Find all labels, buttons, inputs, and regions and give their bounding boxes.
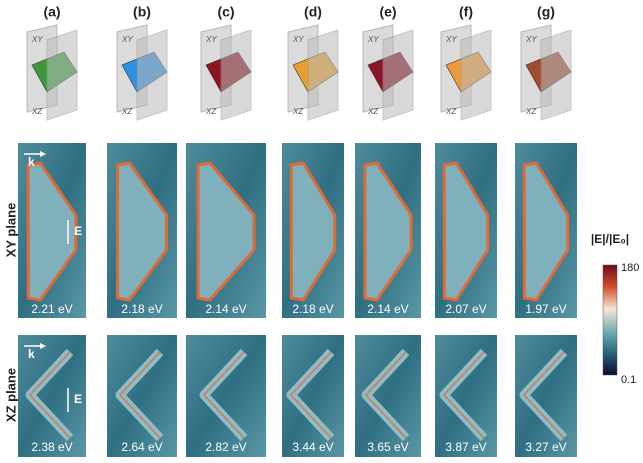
icon-label: XY <box>31 35 43 44</box>
energy-label: 2.38 eV <box>31 440 72 454</box>
panel-label: (c) <box>217 4 234 20</box>
colorbar-min: 0.1 <box>621 374 636 386</box>
icon-label: XZ <box>525 107 537 116</box>
particle-xz-edge <box>119 351 161 439</box>
energy-label: 2.64 eV <box>121 440 162 454</box>
energy-label: 2.18 eV <box>292 302 333 316</box>
k-arrow-head <box>40 151 46 157</box>
icon-plane <box>307 29 339 121</box>
icon-label: XZ <box>31 107 43 116</box>
icon-label: XY <box>292 35 304 44</box>
icon-label: XY <box>367 35 379 44</box>
icon-plane <box>540 29 572 121</box>
k-arrow-head <box>40 343 46 349</box>
particle-xy <box>289 161 337 302</box>
particle-xy <box>442 161 490 302</box>
energy-label: 2.07 eV <box>445 302 486 316</box>
colorbar-title: |E|/|E₀| <box>591 232 629 246</box>
panel-label: (g) <box>537 4 555 20</box>
particle-xz-edge <box>523 351 565 439</box>
field-map <box>186 335 266 457</box>
energy-label: 2.82 eV <box>205 440 246 454</box>
icon-label: XY <box>205 35 217 44</box>
e-label: E <box>74 392 82 406</box>
icon-label: XZ <box>445 107 457 116</box>
energy-label: 2.18 eV <box>121 302 162 316</box>
e-label: E <box>74 224 82 238</box>
colorbar <box>602 264 618 376</box>
icon-label: XZ <box>367 107 379 116</box>
row-label: XY plane <box>3 203 18 258</box>
icon-plane <box>220 29 252 121</box>
energy-label: 3.65 eV <box>367 440 408 454</box>
row-label: XZ plane <box>3 368 18 422</box>
particle-xy <box>116 161 168 302</box>
icon-label: XY <box>525 35 537 44</box>
k-label: k <box>28 155 35 169</box>
icon-plane <box>136 29 168 121</box>
particle-xz-edge <box>29 351 71 439</box>
particle-xz-edge <box>443 351 485 439</box>
panel-label: (e) <box>379 4 396 20</box>
energy-label: 3.27 eV <box>525 440 566 454</box>
energy-label: 2.14 eV <box>205 302 246 316</box>
icon-plane <box>382 29 414 121</box>
particle-xz-edge <box>365 351 407 439</box>
particle-xy <box>522 161 570 302</box>
energy-label: 2.21 eV <box>31 302 72 316</box>
energy-label: 1.97 eV <box>525 302 566 316</box>
colorbar-max: 180 <box>621 262 639 274</box>
icon-label: XY <box>121 35 133 44</box>
energy-label: 3.44 eV <box>292 440 333 454</box>
icon-plane <box>460 29 492 121</box>
icon-label: XZ <box>292 107 304 116</box>
particle-xz-edge <box>290 351 332 439</box>
icon-label: XZ <box>121 107 133 116</box>
panel-label: (b) <box>133 4 151 20</box>
energy-label: 2.14 eV <box>367 302 408 316</box>
particle-xy <box>26 161 78 302</box>
panel-label: (f) <box>459 4 473 20</box>
icon-label: XZ <box>205 107 217 116</box>
panel-label: (d) <box>304 4 322 20</box>
particle-xy <box>196 161 256 302</box>
particle-xz-edge <box>203 351 245 439</box>
energy-label: 3.87 eV <box>445 440 486 454</box>
icon-label: XY <box>445 35 457 44</box>
particle-xy <box>363 161 413 302</box>
k-label: k <box>28 347 35 361</box>
icon-plane <box>46 29 78 121</box>
panel-label: (a) <box>43 4 60 20</box>
